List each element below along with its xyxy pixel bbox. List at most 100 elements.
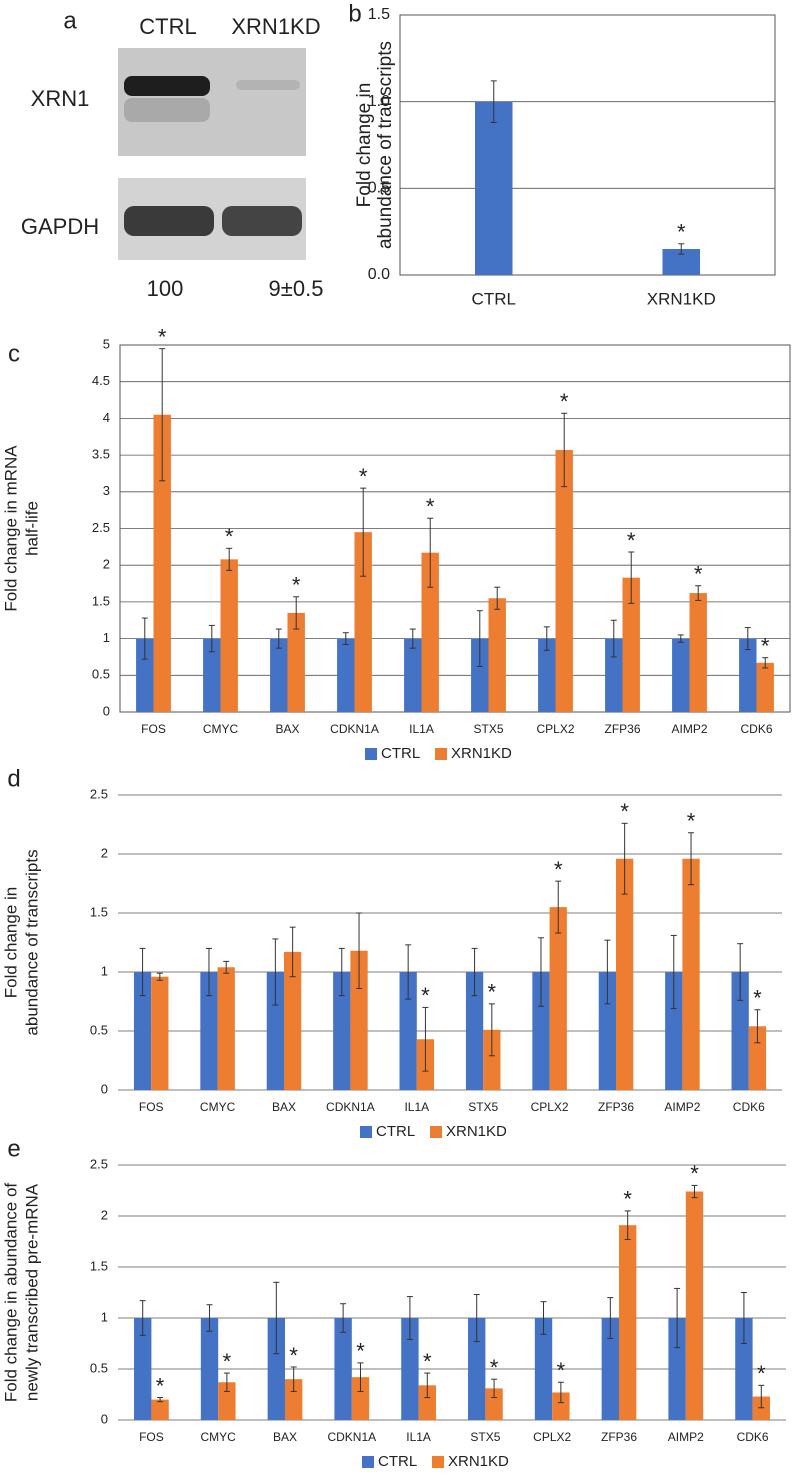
panel-letter: e	[7, 1135, 20, 1162]
x-tick-label: CDK6	[740, 722, 772, 736]
legend-label: CTRL	[378, 1453, 417, 1470]
significance-label: *	[158, 324, 167, 349]
error-bar	[275, 628, 282, 649]
y-tick-label: 4	[103, 410, 110, 425]
legend-swatch	[432, 1456, 444, 1468]
significance-label: *	[289, 1343, 298, 1368]
x-tick-label: CPLX2	[536, 722, 574, 736]
error-bar	[424, 1372, 431, 1399]
error-bar	[670, 934, 677, 1010]
error-bar	[272, 938, 279, 1006]
error-bar	[223, 1372, 230, 1392]
panel-letter: c	[8, 340, 20, 367]
error-bar	[226, 547, 233, 571]
x-tick-label: CMYC	[203, 722, 239, 736]
error-bar	[273, 1281, 280, 1355]
error-bar	[628, 551, 635, 604]
y-axis-title: Fold change in	[1, 887, 20, 999]
x-tick-label: XRN1KD	[647, 289, 716, 308]
legend-swatch	[360, 1126, 372, 1138]
error-bar	[473, 1294, 480, 1342]
y-tick-label: 0	[101, 1411, 108, 1426]
bar	[136, 638, 154, 712]
bar	[270, 638, 288, 712]
significance-label: *	[757, 1361, 766, 1386]
bar	[151, 1399, 169, 1420]
error-bar	[405, 944, 412, 1000]
error-bar	[610, 619, 617, 658]
y-tick-label: 1.5	[92, 593, 110, 608]
bar	[685, 1191, 704, 1420]
error-bar	[754, 1009, 761, 1044]
bar	[354, 532, 372, 712]
x-tick-label: CDK6	[733, 1100, 765, 1114]
y-tick-label: 1	[103, 630, 110, 645]
bar	[488, 598, 506, 712]
bar	[465, 972, 484, 1090]
y-tick-label: 1.5	[368, 6, 390, 23]
quantification: 100	[147, 276, 184, 301]
x-tick-label: CDK6	[737, 1430, 769, 1444]
legend-swatch	[362, 1456, 374, 1468]
bar	[421, 552, 439, 712]
bar	[598, 972, 616, 1090]
y-tick-label: 2.5	[92, 520, 110, 535]
significance-label: *	[687, 809, 696, 834]
error-bar	[206, 1304, 213, 1332]
bar	[748, 1026, 767, 1090]
significance-label: *	[356, 1339, 365, 1364]
legend-label: XRN1KD	[451, 745, 512, 762]
error-bar	[156, 972, 163, 981]
error-bar	[543, 626, 550, 651]
bar	[285, 1379, 303, 1420]
significance-label: *	[557, 1358, 566, 1383]
plot-frame	[119, 344, 791, 713]
bar	[399, 972, 417, 1090]
x-tick-label: ZFP36	[601, 1430, 637, 1444]
bar	[200, 1318, 219, 1420]
significance-label: *	[421, 983, 430, 1008]
bar	[350, 950, 368, 1090]
x-tick-label: STX5	[470, 1430, 500, 1444]
bar	[217, 967, 235, 1090]
error-bar	[604, 939, 611, 1005]
x-tick-label: FOS	[139, 1430, 164, 1444]
bar	[471, 638, 489, 712]
y-tick-label: 2.5	[90, 786, 108, 801]
error-bar	[737, 943, 744, 1001]
bar	[475, 101, 513, 276]
significance-label: *	[426, 494, 435, 519]
error-bar	[621, 822, 628, 895]
panel-letter: b	[348, 0, 361, 27]
y-tick-label: 4.5	[92, 373, 110, 388]
error-bar	[139, 1300, 146, 1336]
bar	[485, 1388, 503, 1420]
x-tick-label: AIMP2	[671, 722, 707, 736]
bar	[672, 638, 690, 712]
y-tick-label: 2.5	[90, 1156, 108, 1171]
error-bar	[223, 960, 230, 974]
bar	[266, 972, 284, 1090]
x-tick-label: CDKN1A	[330, 722, 379, 736]
y-axis-title: abundance of transcripts	[375, 41, 396, 249]
legend-swatch	[430, 1126, 442, 1138]
y-tick-label: 0.0	[368, 266, 390, 283]
error-bar	[624, 1210, 631, 1240]
error-bar	[762, 657, 769, 669]
error-bar	[338, 947, 345, 997]
x-tick-label: CPLX2	[531, 1100, 569, 1114]
bar	[133, 972, 152, 1090]
error-bar	[289, 926, 296, 978]
band	[124, 76, 210, 96]
x-tick-label: BAX	[273, 1430, 297, 1444]
significance-label: *	[560, 389, 569, 414]
panel-letter: a	[63, 7, 77, 34]
x-tick-label: STX5	[468, 1100, 498, 1114]
error-bar	[540, 1301, 547, 1335]
y-tick-label: 1.5	[90, 1258, 108, 1273]
x-tick-label: FOS	[141, 722, 166, 736]
y-tick-label: 3	[103, 483, 110, 498]
bar	[555, 449, 573, 712]
y-tick-label: 1	[101, 963, 108, 978]
